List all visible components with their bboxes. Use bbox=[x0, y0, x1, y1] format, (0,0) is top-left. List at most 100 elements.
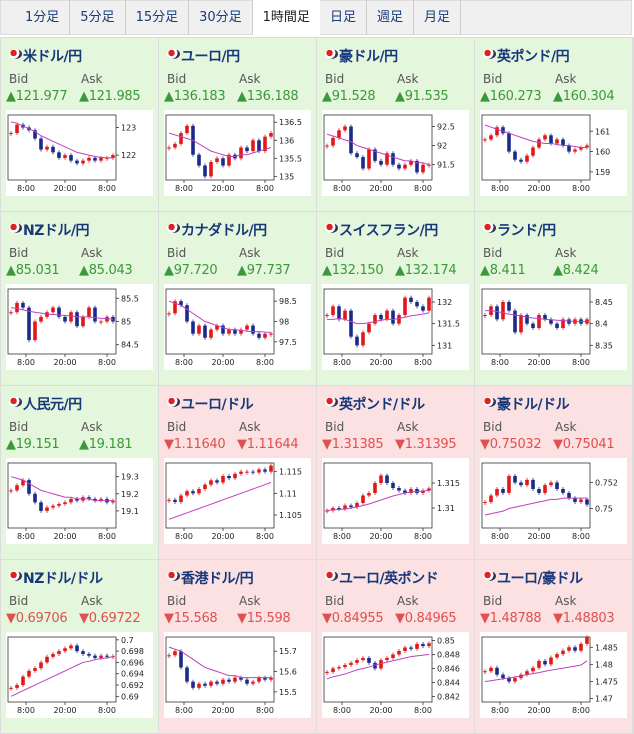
candle bbox=[427, 164, 431, 166]
pair-name[interactable]: 豪ドル/円 bbox=[339, 49, 398, 65]
candle bbox=[269, 133, 273, 137]
candle bbox=[167, 655, 171, 657]
candle bbox=[203, 325, 207, 338]
candle bbox=[81, 316, 85, 327]
pair-name[interactable]: 米ドル/円 bbox=[23, 49, 82, 65]
candle bbox=[209, 161, 213, 177]
ask-label: Ask bbox=[555, 420, 577, 434]
ask-value: ▼0.84965 bbox=[395, 611, 457, 626]
candle bbox=[269, 465, 273, 472]
pair-name[interactable]: NZドル/ドル bbox=[23, 571, 103, 587]
moving-average bbox=[326, 490, 430, 511]
tab[interactable]: 月足 bbox=[414, 0, 461, 35]
candle bbox=[197, 325, 201, 334]
candle bbox=[421, 164, 425, 173]
pair-name[interactable]: スイスフラン/円 bbox=[339, 223, 438, 239]
pair-name[interactable]: 香港ドル/円 bbox=[181, 571, 254, 587]
candle bbox=[245, 325, 249, 330]
candle bbox=[415, 160, 419, 173]
tab[interactable]: 週足 bbox=[367, 0, 414, 35]
flag-icon bbox=[325, 223, 338, 233]
candle bbox=[579, 499, 583, 502]
pair-name[interactable]: ユーロ/円 bbox=[181, 49, 240, 65]
ask-label: Ask bbox=[397, 246, 419, 260]
candle bbox=[513, 476, 517, 483]
candle bbox=[209, 681, 213, 686]
tab[interactable]: 日足 bbox=[320, 0, 367, 35]
candle bbox=[391, 654, 395, 658]
pair-name[interactable]: NZドル/円 bbox=[23, 223, 89, 239]
candle bbox=[531, 479, 535, 489]
y-tick-label: 19.1 bbox=[121, 507, 139, 516]
y-tick-label: 19.3 bbox=[121, 473, 139, 482]
candle bbox=[269, 677, 273, 680]
candle bbox=[27, 670, 31, 677]
candle bbox=[191, 681, 195, 688]
y-tick-label: 98.5 bbox=[279, 297, 297, 306]
candle bbox=[349, 505, 353, 507]
candle bbox=[87, 497, 91, 499]
candle bbox=[355, 336, 359, 346]
mini-chart: 0.752 0.75 8:00 20:00 8:00 bbox=[480, 458, 627, 544]
ask-value: ▼15.598 bbox=[237, 611, 291, 626]
candle bbox=[397, 164, 401, 169]
candle bbox=[263, 469, 267, 472]
candle bbox=[385, 153, 389, 165]
y-tick-label: 161 bbox=[595, 127, 610, 136]
moving-average bbox=[10, 656, 114, 697]
pair-name[interactable]: 豪ドル/ドル bbox=[497, 397, 570, 413]
bid-label: Bid bbox=[167, 72, 187, 86]
candle bbox=[537, 489, 541, 493]
pair-name[interactable]: ユーロ/ドル bbox=[181, 397, 254, 413]
candle bbox=[87, 653, 91, 656]
pair-name[interactable]: ランド/円 bbox=[497, 223, 556, 239]
moving-average bbox=[168, 482, 272, 520]
candle bbox=[561, 650, 565, 655]
candle bbox=[585, 637, 589, 644]
tab[interactable]: 15分足 bbox=[126, 0, 190, 35]
candle bbox=[403, 490, 407, 493]
candle bbox=[355, 153, 359, 158]
candle bbox=[245, 471, 249, 473]
bid-label: Bid bbox=[483, 420, 503, 434]
candle bbox=[549, 482, 553, 486]
candle bbox=[111, 316, 115, 322]
plot-frame bbox=[323, 114, 433, 181]
x-tick-label: 20:00 bbox=[527, 184, 550, 193]
pair-name[interactable]: 英ポンド/円 bbox=[497, 49, 570, 65]
candle bbox=[337, 306, 341, 320]
plot-frame bbox=[323, 462, 433, 529]
ask-label: Ask bbox=[81, 246, 103, 260]
candle bbox=[367, 323, 371, 333]
y-tick-label: 15.6 bbox=[279, 668, 297, 677]
pair-name[interactable]: カナダドル/円 bbox=[181, 223, 267, 239]
tab[interactable]: 30分足 bbox=[189, 0, 253, 35]
candle bbox=[373, 662, 377, 669]
y-tick-label: 8.4 bbox=[595, 320, 608, 329]
plot-frame bbox=[323, 636, 433, 703]
candle bbox=[33, 493, 37, 503]
candle bbox=[245, 679, 249, 684]
chart-bg bbox=[480, 284, 627, 370]
pair-name[interactable]: ユーロ/英ポンド bbox=[339, 571, 439, 587]
candle bbox=[531, 667, 535, 672]
pair-name[interactable]: 人民元/円 bbox=[23, 397, 82, 413]
tab[interactable]: 1時間足 bbox=[252, 0, 320, 35]
pair-name[interactable]: 英ポンド/ドル bbox=[339, 397, 425, 413]
candle bbox=[21, 302, 25, 308]
rate-card: NZドル/ドル Bid Ask ▼0.69706 ▼0.69722 0.7 0.698 0.6… bbox=[1, 560, 158, 733]
candle bbox=[361, 657, 365, 661]
plot-frame bbox=[481, 636, 591, 703]
tab[interactable]: 1分足 bbox=[15, 0, 71, 35]
pair-name[interactable]: ユーロ/豪ドル bbox=[497, 571, 583, 587]
candle bbox=[397, 650, 401, 655]
y-tick-label: 123 bbox=[121, 123, 136, 132]
moving-average bbox=[10, 476, 113, 502]
x-tick-label: 8:00 bbox=[17, 358, 35, 367]
candle bbox=[349, 126, 353, 154]
x-tick-label: 20:00 bbox=[369, 358, 392, 367]
candle bbox=[185, 305, 189, 322]
tab[interactable]: 5分足 bbox=[70, 0, 126, 35]
candle bbox=[483, 315, 487, 316]
y-tick-label: 15.5 bbox=[279, 688, 297, 697]
